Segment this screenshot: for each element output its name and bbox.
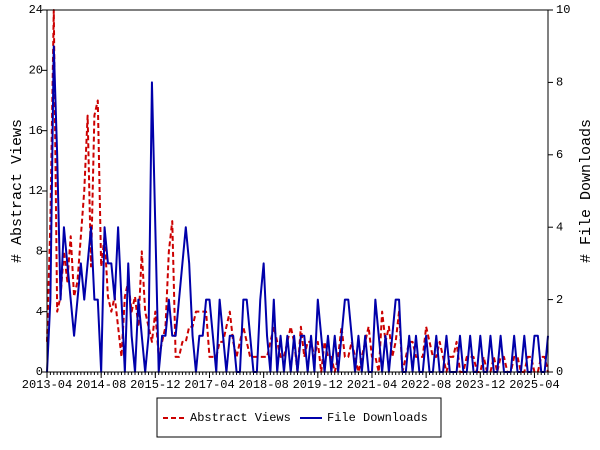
plot-frame	[46, 9, 549, 373]
y2-tick-label: 0	[556, 365, 563, 379]
y2-tick-label: 10	[556, 3, 570, 17]
x-tick-label: 2018-08	[238, 378, 288, 392]
x-tick-label: 2025-04	[509, 378, 559, 392]
y-tick-label: 20	[29, 64, 43, 78]
x-tick-label: 2023-12	[455, 378, 505, 392]
x-tick-label: 2015-12	[130, 378, 180, 392]
y-tick-label: 0	[36, 365, 43, 379]
y2-tick-label: 6	[556, 148, 563, 162]
x-tick-label: 2013-04	[22, 378, 72, 392]
y2-tick-label: 2	[556, 293, 563, 307]
legend-label: Abstract Views	[190, 411, 291, 425]
y-tick-label: 16	[29, 124, 43, 138]
y-tick-label: 12	[29, 184, 43, 198]
data-line	[46, 45, 549, 373]
x-tick-label: 2019-12	[293, 378, 343, 392]
x-tick-label: 2017-04	[184, 378, 234, 392]
x-tick-label: 2021-04	[347, 378, 397, 392]
legend-box	[156, 397, 442, 438]
legend-label: File Downloads	[327, 411, 428, 425]
y2-axis-title: # File Downloads	[578, 119, 595, 263]
x-tick-label: 2014-08	[76, 378, 126, 392]
y-axis-title: # Abstract Views	[9, 119, 26, 263]
y2-tick-label: 4	[556, 220, 563, 234]
y-tick-label: 24	[29, 3, 43, 17]
y-tick-label: 4	[36, 305, 43, 319]
y2-tick-label: 8	[556, 76, 563, 90]
x-tick-label: 2022-08	[401, 378, 451, 392]
y-tick-label: 8	[36, 245, 43, 259]
